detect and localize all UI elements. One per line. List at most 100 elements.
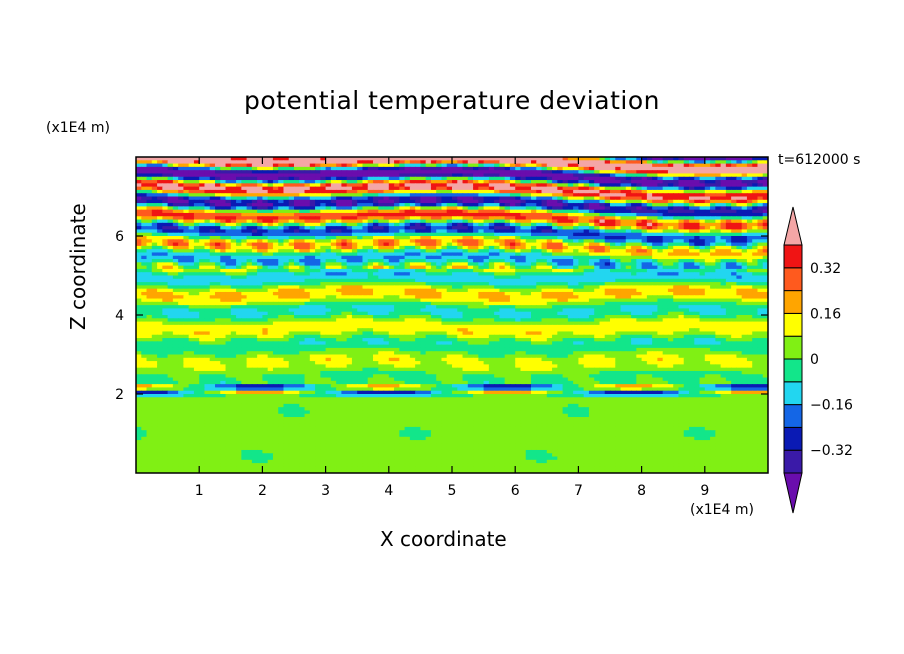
field-cell bbox=[520, 265, 527, 270]
field-cell bbox=[336, 265, 342, 270]
field-cell bbox=[141, 282, 148, 286]
field-cell bbox=[736, 176, 743, 181]
field-cell bbox=[220, 285, 227, 290]
field-cell bbox=[278, 219, 285, 224]
field-cell bbox=[246, 193, 253, 198]
field-cell bbox=[230, 272, 237, 277]
field-cell bbox=[230, 245, 237, 250]
field-cell bbox=[178, 199, 184, 204]
field-cell bbox=[599, 278, 606, 283]
field-cell bbox=[741, 196, 748, 201]
field-cell bbox=[667, 170, 674, 175]
field-cell bbox=[467, 166, 474, 171]
field-cell bbox=[594, 163, 601, 168]
field-cell bbox=[467, 173, 474, 178]
field-cell bbox=[404, 249, 411, 254]
field-cell bbox=[578, 199, 585, 204]
field-cell bbox=[525, 196, 532, 201]
field-cell bbox=[146, 239, 153, 244]
field-cell bbox=[736, 216, 743, 221]
field-cell bbox=[346, 239, 353, 244]
field-cell bbox=[646, 262, 653, 267]
field-cell bbox=[299, 199, 306, 204]
field-cell bbox=[215, 249, 221, 254]
field-cell bbox=[467, 216, 474, 221]
field-cell bbox=[383, 229, 390, 234]
field-cell bbox=[746, 206, 753, 211]
field-cell bbox=[172, 173, 179, 178]
field-cell bbox=[388, 268, 395, 273]
field-cell bbox=[146, 282, 153, 286]
field-cell bbox=[562, 249, 569, 254]
field-cell bbox=[225, 186, 232, 191]
field-cell bbox=[309, 212, 316, 217]
field-cell bbox=[604, 259, 611, 263]
field-cell bbox=[383, 242, 390, 247]
field-cell bbox=[478, 255, 485, 260]
field-cell bbox=[404, 288, 411, 293]
field-cell bbox=[320, 157, 327, 161]
field-cell bbox=[604, 170, 611, 175]
field-cell bbox=[141, 222, 148, 227]
field-cell bbox=[494, 206, 500, 211]
field-cell bbox=[294, 245, 300, 250]
field-cell bbox=[646, 186, 653, 191]
field-cell bbox=[251, 239, 258, 244]
field-cell bbox=[257, 173, 263, 178]
field-cell bbox=[662, 189, 669, 194]
field-cell bbox=[430, 176, 437, 181]
field-cell bbox=[673, 176, 680, 181]
field-cell bbox=[272, 259, 279, 263]
field-cell bbox=[320, 236, 327, 240]
field-cell bbox=[710, 199, 716, 204]
field-cell bbox=[251, 288, 258, 293]
field-cell bbox=[172, 160, 179, 165]
field-cell bbox=[599, 203, 606, 207]
field-cell bbox=[720, 288, 727, 293]
field-cell bbox=[673, 239, 680, 244]
field-cell bbox=[683, 255, 690, 260]
field-cell bbox=[473, 242, 479, 247]
field-cell bbox=[283, 232, 290, 237]
field-cell bbox=[457, 265, 464, 270]
field-cell bbox=[367, 236, 374, 240]
field-cell bbox=[283, 157, 290, 161]
field-cell bbox=[362, 262, 369, 267]
field-cell bbox=[689, 173, 695, 178]
field-cell bbox=[499, 259, 506, 263]
field-cell bbox=[436, 176, 443, 181]
field-cell bbox=[662, 259, 669, 263]
field-cell bbox=[699, 173, 706, 178]
field-cell bbox=[536, 160, 543, 165]
field-cell bbox=[446, 199, 453, 204]
field-cell bbox=[731, 259, 737, 263]
field-cell bbox=[399, 285, 406, 290]
field-cell bbox=[657, 193, 664, 198]
field-cell bbox=[673, 245, 680, 250]
field-cell bbox=[536, 189, 543, 194]
field-cell bbox=[610, 212, 616, 217]
field-cell bbox=[473, 226, 479, 231]
field-cell bbox=[272, 268, 279, 273]
field-cell bbox=[567, 268, 574, 273]
field-cell bbox=[636, 183, 643, 188]
field-cell bbox=[525, 255, 532, 260]
field-cell bbox=[525, 173, 532, 178]
field-cell bbox=[336, 282, 342, 286]
field-cell bbox=[583, 176, 590, 181]
field-cell bbox=[752, 183, 759, 188]
field-cell bbox=[657, 275, 664, 280]
field-cell bbox=[752, 166, 759, 171]
field-cell bbox=[546, 236, 553, 240]
field-cell bbox=[599, 189, 606, 194]
field-cell bbox=[446, 242, 453, 247]
field-cell bbox=[325, 160, 332, 165]
field-cell bbox=[294, 163, 300, 168]
field-cell bbox=[383, 203, 390, 207]
field-cell bbox=[188, 173, 195, 178]
field-cell bbox=[678, 212, 685, 217]
field-cell bbox=[299, 196, 306, 201]
field-cell bbox=[272, 193, 279, 198]
field-cell bbox=[483, 265, 490, 270]
